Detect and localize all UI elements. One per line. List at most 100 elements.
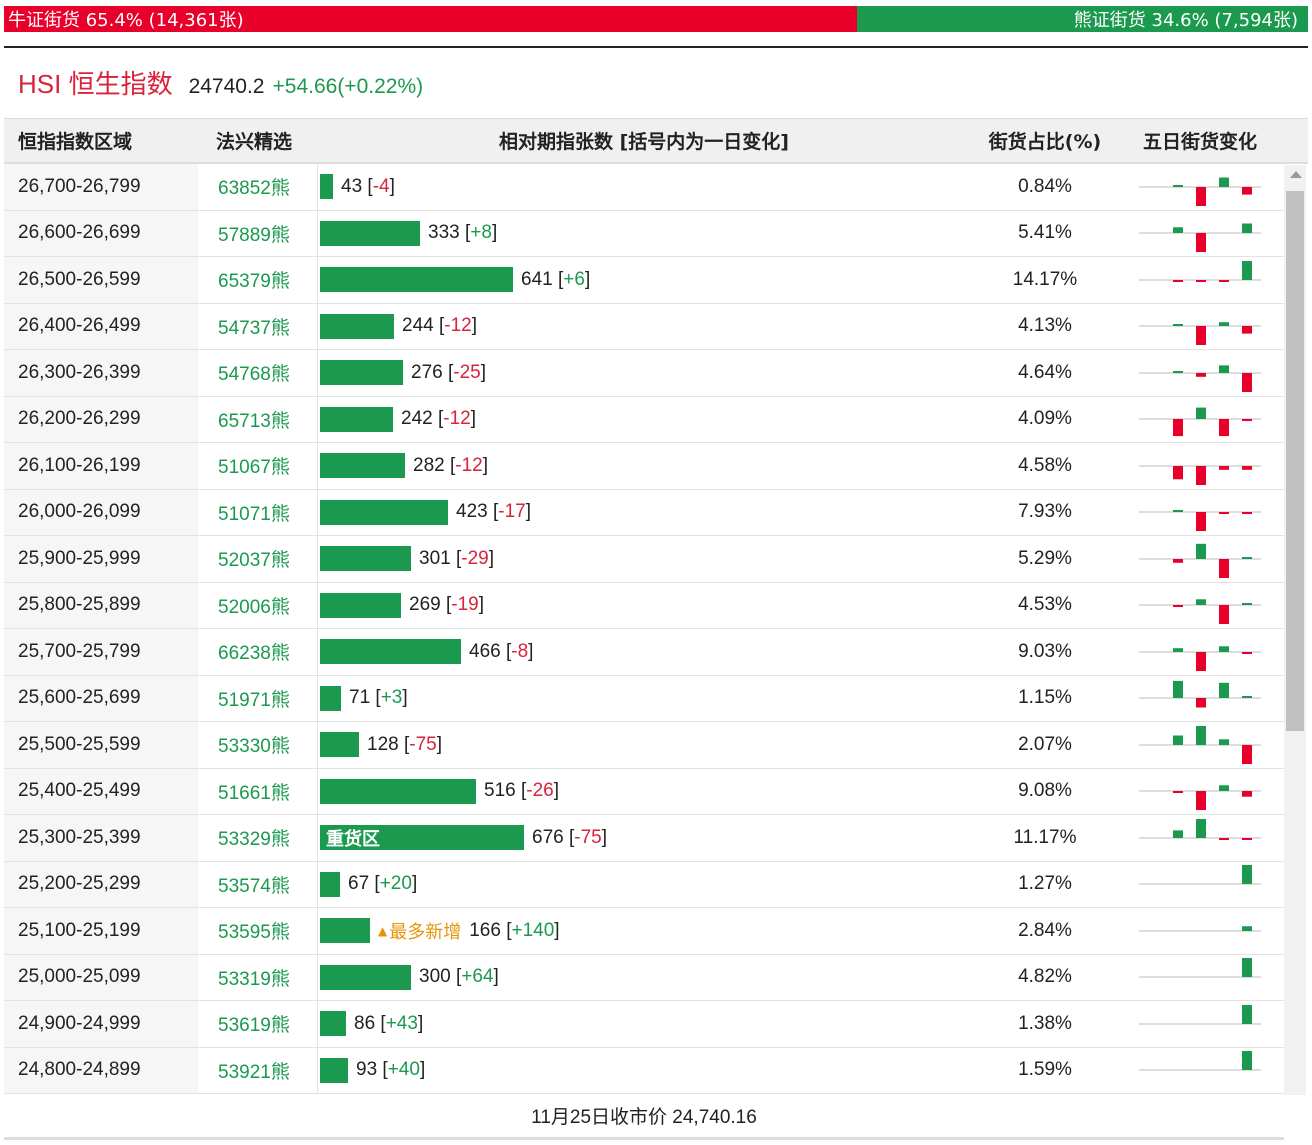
sparkline-bar xyxy=(1173,605,1183,608)
bracket-close: ] xyxy=(493,966,499,988)
warrant-link[interactable]: 65379熊 xyxy=(198,257,318,303)
sparkline-bar xyxy=(1242,603,1252,606)
sparkline-bar xyxy=(1242,696,1252,699)
warrant-link[interactable]: 65713熊 xyxy=(198,396,318,442)
most-added-tag: ▲ 最多新增 xyxy=(378,918,461,944)
sparkline-bar xyxy=(1242,556,1252,559)
index-name[interactable]: HSI 恒生指数 xyxy=(18,69,173,99)
five-day-sparkline xyxy=(1120,536,1280,582)
percent-cell: 5.41% xyxy=(1018,222,1072,244)
count-number: 276 xyxy=(411,361,443,383)
warrant-link[interactable]: 63852熊 xyxy=(198,164,318,210)
count-value: 301 [-29] xyxy=(419,548,494,570)
five-day-sparkline xyxy=(1120,490,1280,536)
sparkline-chart xyxy=(1139,958,1261,978)
table-row: 26,500-26,599 65379熊 641 [+6] 14.17% xyxy=(4,257,1284,304)
daily-change: +3 xyxy=(380,687,403,709)
count-bar xyxy=(320,499,448,525)
scrollbar[interactable] xyxy=(1284,165,1306,1095)
bracket-open: [ xyxy=(444,454,456,476)
range-cell: 26,400-26,499 xyxy=(4,303,198,349)
daily-change: -29 xyxy=(461,547,489,569)
count-bar xyxy=(320,685,341,711)
warrant-link[interactable]: 53329熊 xyxy=(198,815,318,861)
bracket-close: ] xyxy=(478,594,485,616)
five-day-sparkline xyxy=(1120,1048,1280,1094)
table-header: 恒指指数区域 法兴精选 相对期指张数 [括号内为一日变化] 街货占比(%) 五日… xyxy=(4,118,1308,164)
sparkline-bar xyxy=(1219,177,1229,187)
sparkline-bar xyxy=(1173,681,1183,699)
warrant-link[interactable]: 52037熊 xyxy=(198,536,318,582)
table-row: 26,200-26,299 65713熊 242 [-12] 4.09% xyxy=(4,396,1284,443)
range-cell: 25,800-25,899 xyxy=(4,582,198,628)
warrant-link[interactable]: 51661熊 xyxy=(198,768,318,814)
percent-cell: 0.84% xyxy=(1018,175,1072,197)
five-day-sparkline xyxy=(1120,862,1280,908)
warrant-link[interactable]: 52006熊 xyxy=(198,582,318,628)
daily-change: +40 xyxy=(387,1059,420,1081)
daily-change: -26 xyxy=(526,780,554,802)
sparkline-bar xyxy=(1173,324,1183,327)
bracket-close: ] xyxy=(482,454,489,476)
count-number: 71 xyxy=(349,687,371,709)
sparkline-bar xyxy=(1196,818,1206,838)
scrollbar-thumb[interactable] xyxy=(1286,191,1304,731)
count-bar xyxy=(320,406,393,432)
count-bar xyxy=(320,313,394,339)
count-cell: 300 [+64] xyxy=(318,955,970,1001)
warrant-link[interactable]: 53921熊 xyxy=(198,1047,318,1093)
percent-cell: 1.38% xyxy=(1018,1012,1072,1034)
sparkline-bar xyxy=(1173,647,1183,652)
warrant-link[interactable]: 66238熊 xyxy=(198,629,318,675)
count-value: 244 [-12] xyxy=(402,315,477,337)
count-number: 301 xyxy=(419,547,451,569)
scroll-up-arrow-icon[interactable] xyxy=(1290,171,1302,178)
warrant-link[interactable]: 51067熊 xyxy=(198,443,318,489)
sparkline-bar xyxy=(1219,419,1229,437)
count-bar xyxy=(320,964,411,990)
closing-price-footer: 11月25日收市价 24,740.16 xyxy=(4,1094,1284,1140)
sparkline-bar xyxy=(1242,1051,1252,1071)
sparkline-bar xyxy=(1242,465,1252,470)
count-bar xyxy=(320,220,420,246)
bracket-open: [ xyxy=(369,873,380,895)
sparkline-chart xyxy=(1139,260,1261,282)
bracket-close: ] xyxy=(436,733,443,755)
daily-change: +20 xyxy=(379,873,412,895)
warrant-link[interactable]: 53595熊 xyxy=(198,908,318,954)
count-bar xyxy=(320,871,340,897)
bracket-open: [ xyxy=(515,780,527,802)
daily-change: -25 xyxy=(453,361,481,383)
table-row: 24,900-24,999 53619熊 86 [+43] 1.38% xyxy=(4,1001,1284,1048)
warrant-link[interactable]: 53574熊 xyxy=(198,861,318,907)
count-cell: 128 [-75] xyxy=(318,722,970,768)
count-bar xyxy=(320,1011,346,1037)
sparkline-bar xyxy=(1173,465,1183,480)
header-percent: 街货占比(%) xyxy=(988,131,1102,153)
count-value: 43 [-4] xyxy=(341,176,395,198)
warrant-link[interactable]: 51071熊 xyxy=(198,489,318,535)
count-value: 67 [+20] xyxy=(348,873,417,895)
table-row: 26,400-26,499 54737熊 244 [-12] 4.13% xyxy=(4,303,1284,350)
warrant-link[interactable]: 53330熊 xyxy=(198,722,318,768)
sparkline-bar xyxy=(1173,227,1183,234)
warrant-link[interactable]: 57889熊 xyxy=(198,210,318,256)
bracket-close: ] xyxy=(419,1059,426,1081)
count-value: 333 [+8] xyxy=(428,222,497,244)
sparkline-bar xyxy=(1173,279,1183,282)
five-day-sparkline xyxy=(1120,443,1280,489)
count-cell: 282 [-12] xyxy=(318,443,970,489)
bracket-close: ] xyxy=(417,1012,424,1034)
warrant-link[interactable]: 54768熊 xyxy=(198,350,318,396)
range-cell: 26,300-26,399 xyxy=(4,350,198,396)
warrant-link[interactable]: 51971熊 xyxy=(198,675,318,721)
warrant-link[interactable]: 53619熊 xyxy=(198,1001,318,1047)
five-day-sparkline xyxy=(1120,722,1280,768)
daily-change: -8 xyxy=(511,640,529,662)
warrant-link[interactable]: 53319熊 xyxy=(198,954,318,1000)
range-cell: 26,100-26,199 xyxy=(4,443,198,489)
percent-cell: 5.29% xyxy=(1018,547,1072,569)
warrant-link[interactable]: 54737熊 xyxy=(198,303,318,349)
five-day-sparkline xyxy=(1120,676,1280,722)
sparkline-chart xyxy=(1139,510,1261,532)
